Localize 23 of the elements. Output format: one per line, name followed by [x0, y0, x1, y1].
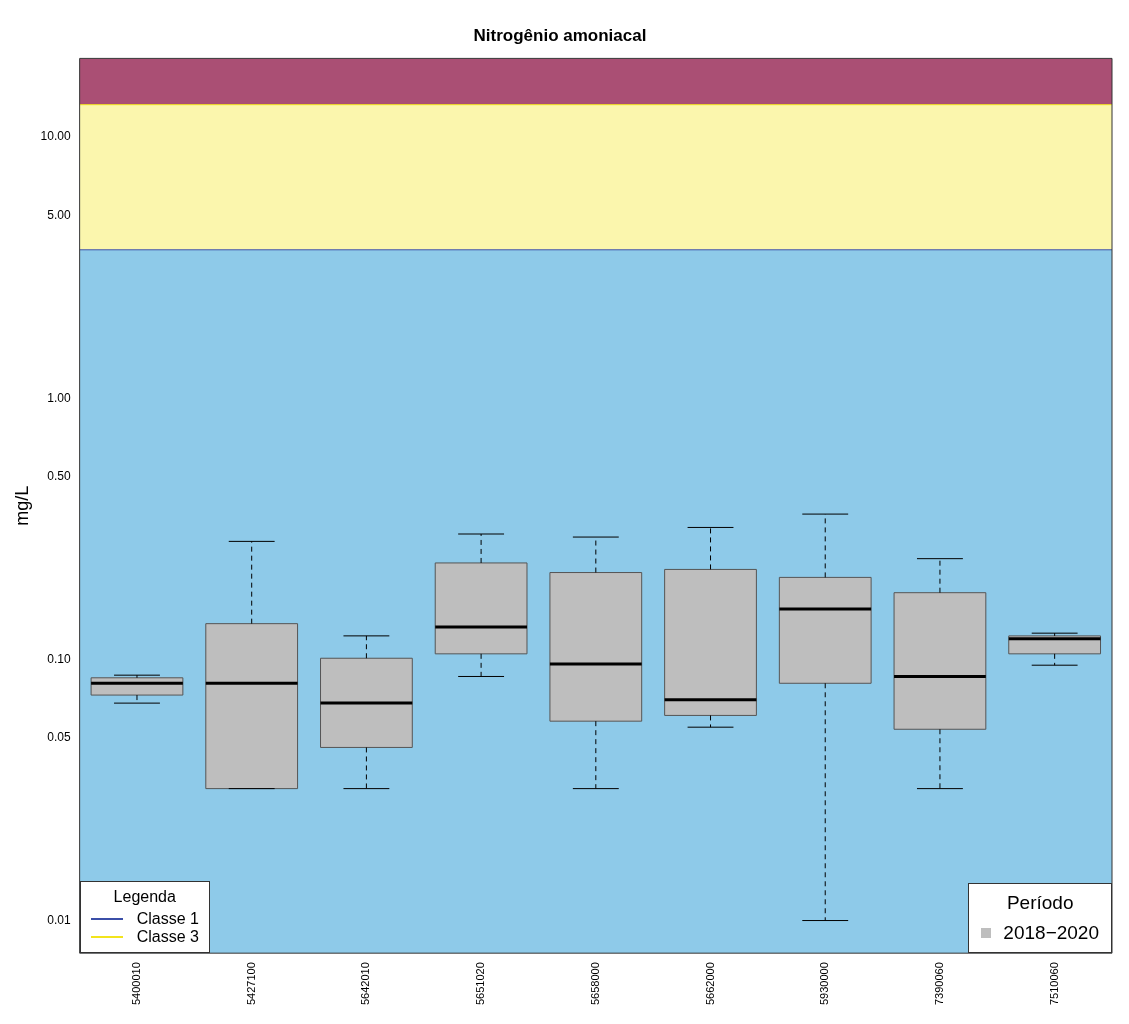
- x-tick-label: 5400010: [130, 962, 143, 1005]
- chart-title: Nitrogênio amoniacal: [473, 25, 647, 45]
- x-tick-label: 7390060: [932, 962, 945, 1005]
- x-tick-label: 5930000: [818, 962, 831, 1005]
- y-tick-label: 0.10: [47, 651, 71, 666]
- x-tick-label: 5658000: [588, 962, 601, 1005]
- x-tick-label: 5662000: [703, 962, 716, 1005]
- y-tick-label: 1.00: [47, 390, 71, 405]
- y-tick-label: 10.00: [40, 129, 71, 144]
- legend-label: 2018−2020: [1003, 922, 1099, 945]
- x-tick-label: 5642010: [359, 962, 372, 1005]
- x-tick-label: 5427100: [244, 962, 257, 1005]
- y-tick-label: 0.01: [47, 912, 71, 927]
- legend-label: Classe 3: [136, 928, 199, 947]
- x-tick-label: 5651020: [474, 962, 487, 1005]
- legend-label: Classe 1: [136, 910, 199, 929]
- y-axis-title: mg/L: [11, 485, 32, 526]
- x-tick-label: 7510060: [1047, 962, 1060, 1005]
- y-tick-label: 5.00: [47, 207, 71, 222]
- y-tick-label: 0.50: [47, 469, 71, 484]
- legend-title: Período: [1005, 892, 1075, 915]
- annotation: Legenda: [112, 888, 177, 907]
- y-tick-label: 0.05: [47, 730, 71, 745]
